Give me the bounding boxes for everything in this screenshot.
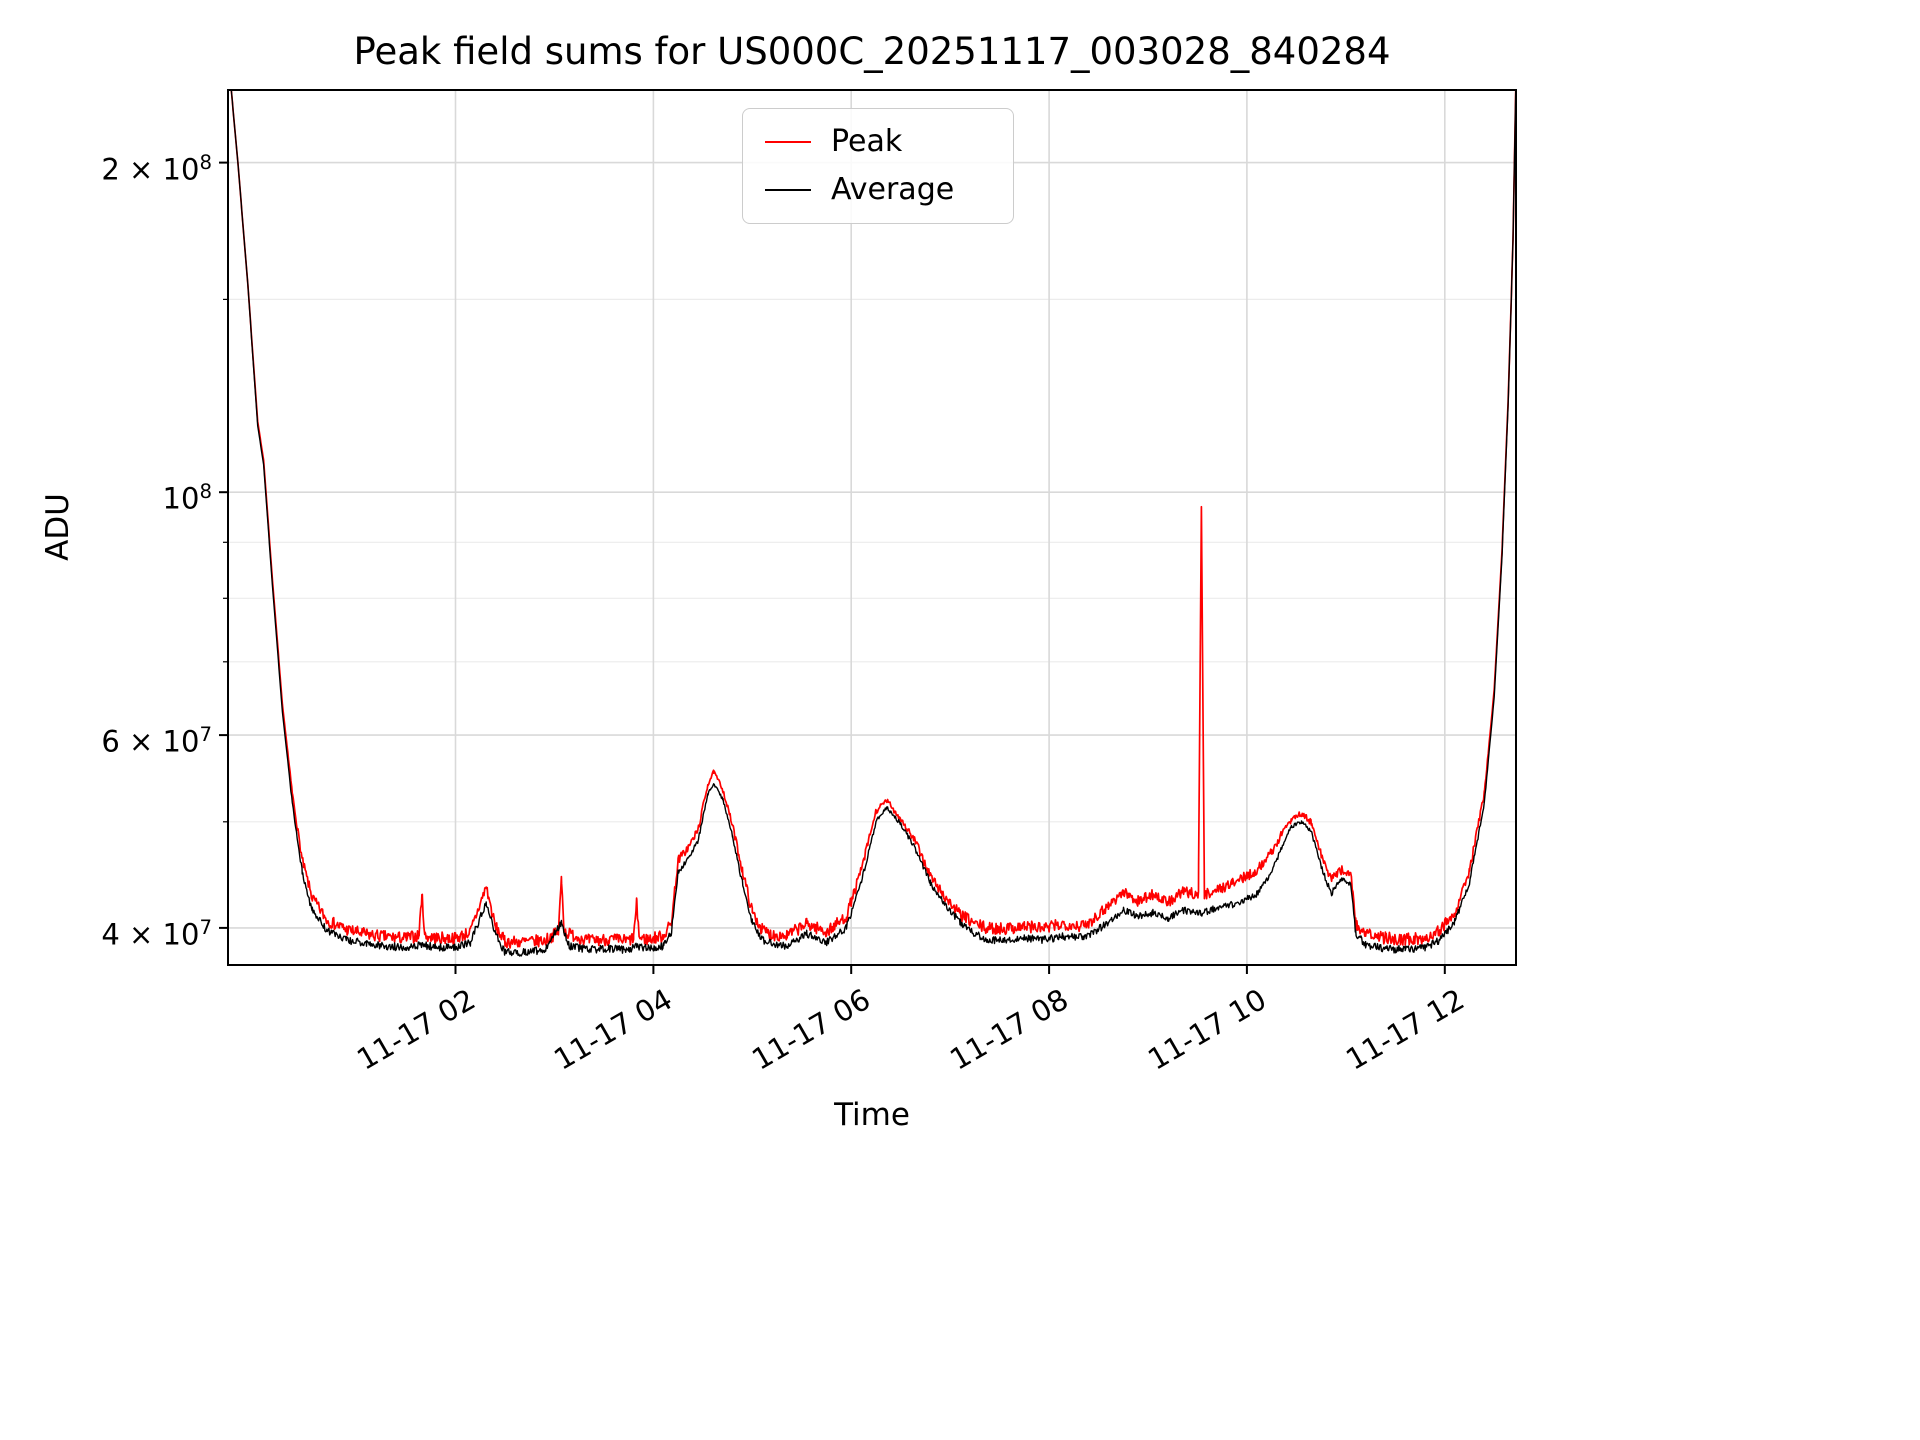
y-tick-label: 4 × 107 [101,915,212,952]
legend-label-peak: Peak [831,124,903,159]
peak-line-swatch [765,141,811,143]
chart-title: Peak field sums for US000C_20251117_0030… [353,30,1391,73]
y-tick-label: 2 × 108 [101,150,212,187]
legend-label-average: Average [831,172,955,207]
average-line-swatch [765,189,811,191]
y-tick-label: 108 [162,480,212,516]
legend-entry-peak: Peak [765,125,991,159]
y-tick-label: 6 × 107 [101,723,212,759]
legend-entry-average: Average [765,173,991,207]
legend: Peak Average [742,108,1014,224]
x-axis-label: Time [834,1097,910,1133]
